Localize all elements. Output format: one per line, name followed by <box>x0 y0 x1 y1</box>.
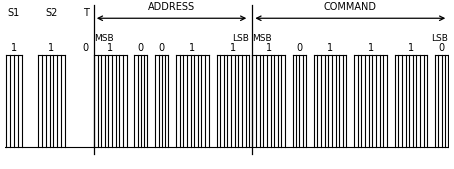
Text: MSB: MSB <box>252 34 272 43</box>
Text: LSB: LSB <box>232 34 249 43</box>
Text: 1: 1 <box>367 43 374 53</box>
Text: LSB: LSB <box>431 34 448 43</box>
Text: MSB: MSB <box>94 34 114 43</box>
Text: 1: 1 <box>49 43 54 53</box>
Text: 1: 1 <box>327 43 333 53</box>
Text: 1: 1 <box>107 43 114 53</box>
Text: T: T <box>83 8 89 18</box>
Text: 1: 1 <box>230 43 236 53</box>
Text: 1: 1 <box>266 43 272 53</box>
Text: S1: S1 <box>8 8 20 18</box>
Text: 0: 0 <box>439 43 445 53</box>
Text: ADDRESS: ADDRESS <box>148 2 195 12</box>
Text: 0: 0 <box>83 43 89 53</box>
Text: 0: 0 <box>138 43 144 53</box>
Text: 0: 0 <box>296 43 302 53</box>
Text: 1: 1 <box>11 43 17 53</box>
Text: S2: S2 <box>45 8 58 18</box>
Text: 1: 1 <box>189 43 196 53</box>
Text: 0: 0 <box>159 43 165 53</box>
Text: COMMAND: COMMAND <box>324 2 377 12</box>
Text: 1: 1 <box>408 43 414 53</box>
